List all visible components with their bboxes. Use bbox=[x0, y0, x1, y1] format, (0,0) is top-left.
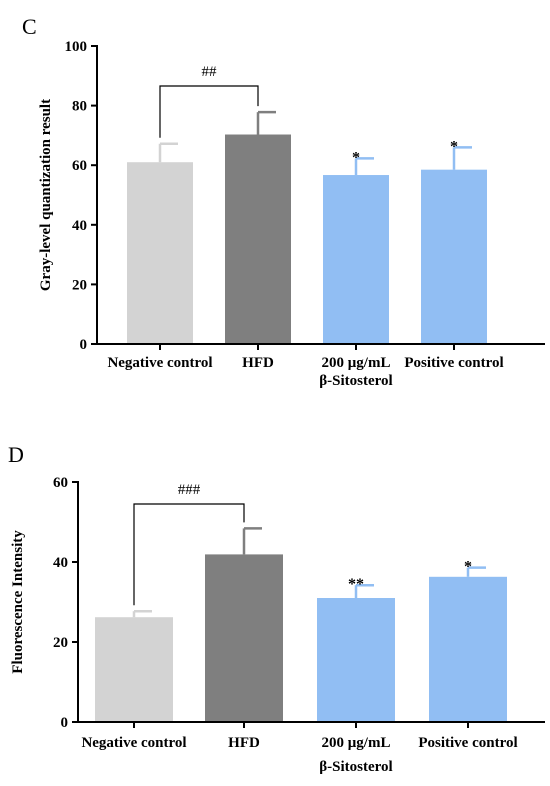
panel-d-y-tick-label-2: 40 bbox=[53, 555, 68, 571]
panel-c-bar-2 bbox=[323, 175, 389, 344]
panel-d-category-label-2-0: 200 μg/mL bbox=[322, 735, 391, 751]
panel-c-letter: C bbox=[22, 14, 37, 39]
panel-c-comparison-bracket bbox=[159, 85, 259, 138]
panel-c-category-label-2-1: β-Sitosterol bbox=[319, 373, 392, 389]
panel-d-category-label-2-1: β-Sitosterol bbox=[319, 759, 392, 775]
panel-c-significance-2: * bbox=[352, 149, 360, 166]
panel-c-comparison-label: ## bbox=[202, 64, 218, 80]
panel-d-comparison-bracket bbox=[133, 503, 245, 606]
panel-c-bar-1 bbox=[225, 134, 291, 344]
panel-d-bar-2 bbox=[317, 598, 395, 722]
panel-c-category-label-2-0: 200 μg/mL bbox=[322, 355, 391, 371]
panel-d-significance-3: * bbox=[464, 559, 472, 576]
panel-c-y-tick-label-4: 80 bbox=[72, 99, 87, 115]
panel-d-y-tick-label-1: 20 bbox=[53, 635, 68, 651]
panel-c-category-label-3-0: Positive control bbox=[404, 355, 503, 371]
panel-d-y-axis-title: Fluorescence Intensity bbox=[10, 530, 26, 674]
panel-c-y-tick-label-3: 60 bbox=[72, 158, 87, 174]
panel-d-category-label-1-0: HFD bbox=[228, 735, 260, 751]
panel-d-category-label-3-0: Positive control bbox=[418, 735, 517, 751]
panel-d-bar-1 bbox=[205, 554, 283, 722]
panel-c-category-label-1-0: HFD bbox=[242, 355, 274, 371]
panel-d-category-label-0-0: Negative control bbox=[81, 735, 186, 751]
panel-c-bar-3 bbox=[421, 169, 487, 344]
panel-d-letter: D bbox=[8, 442, 24, 467]
panel-d-bar-0 bbox=[95, 617, 173, 722]
panel-d-y-tick-label-0: 0 bbox=[61, 715, 69, 731]
panel-c-bar-0 bbox=[127, 162, 193, 344]
panel-c-significance-3: * bbox=[450, 138, 458, 155]
panel-c-y-axis-title: Gray-level quantization result bbox=[38, 99, 54, 291]
panel-d-y-tick-label-3: 60 bbox=[53, 475, 68, 491]
panel-c-category-label-0-0: Negative control bbox=[107, 355, 212, 371]
panel-d-comparison-label: ### bbox=[178, 482, 201, 498]
panel-c-y-tick-label-0: 0 bbox=[80, 337, 88, 353]
panel-c-y-tick-label-1: 20 bbox=[72, 277, 87, 293]
panel-c-y-tick-label-5: 100 bbox=[65, 39, 88, 55]
panel-d-bar-3 bbox=[429, 576, 507, 722]
panel-d-significance-2: ** bbox=[348, 576, 364, 593]
panel-c-y-tick-label-2: 40 bbox=[72, 218, 87, 234]
